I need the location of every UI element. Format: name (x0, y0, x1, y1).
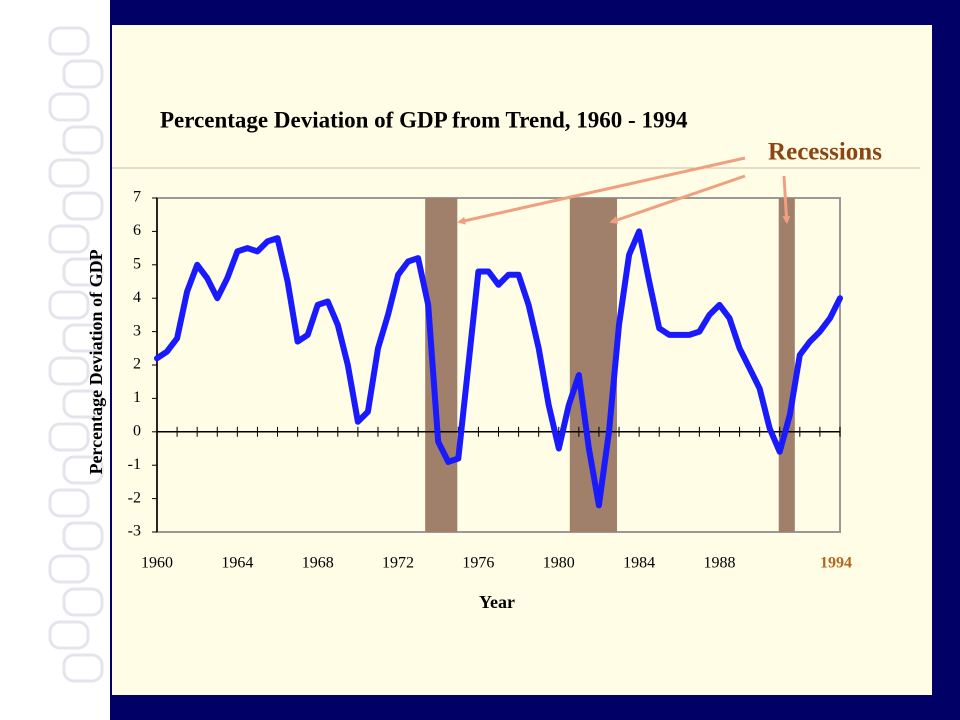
deco-shape (48, 26, 90, 56)
y-tick-label: -2 (128, 489, 141, 506)
deco-shape (48, 488, 90, 518)
y-axis-label: Percentage Deviation of GDP (86, 249, 106, 474)
y-tick-label: 2 (133, 356, 141, 373)
y-tick-label: 5 (133, 255, 141, 272)
annotation: Recessions (768, 139, 882, 166)
deco-shape (62, 323, 104, 353)
deco-shape (62, 191, 104, 221)
y-tick-label: -3 (128, 523, 141, 540)
deco-shape (62, 653, 104, 683)
deco-shape (48, 290, 90, 320)
arrow (782, 175, 791, 224)
slide-panel (112, 25, 932, 695)
y-tick-label: 7 (133, 189, 141, 206)
x-axis-label: Year (479, 592, 515, 612)
decoration (48, 26, 104, 683)
deco-shape (48, 224, 90, 254)
deco-shape (62, 125, 104, 155)
y-tick-label: -1 (128, 456, 141, 473)
y-tick-label: 3 (133, 322, 141, 339)
x-tick-label: 1960 (141, 555, 173, 572)
x-tick-label: 1972 (382, 555, 414, 572)
deco-shape (62, 587, 104, 617)
deco-shape (48, 158, 90, 188)
recession-band (778, 198, 795, 532)
deco-shape (48, 554, 90, 584)
arrow (457, 156, 746, 225)
deco-shape (48, 92, 90, 122)
gdp-line (154, 228, 843, 509)
y-tick-label: 6 (133, 222, 141, 239)
deco-shape (62, 257, 104, 287)
x-tick-label: 1976 (462, 555, 494, 572)
deco-shape (62, 455, 104, 485)
y-tick-label: 1 (133, 389, 141, 406)
x-tick-label: 1994 (820, 555, 852, 572)
deco-shape (62, 389, 104, 419)
x-tick-label: 1964 (221, 555, 253, 572)
y-tick-label: 0 (133, 422, 141, 439)
chart-title: Percentage Deviation of GDP from Trend, … (160, 107, 688, 132)
x-tick-label: 1988 (703, 555, 735, 572)
x-tick-label: 1984 (623, 555, 655, 572)
deco-shape (62, 521, 104, 551)
arrow (609, 174, 746, 224)
x-tick-label: 1980 (543, 555, 575, 572)
deco-shape (48, 356, 90, 386)
y-tick-label: 4 (133, 289, 141, 306)
x-tick-label: 1968 (302, 555, 334, 572)
deco-shape (62, 59, 104, 89)
deco-shape (48, 422, 90, 452)
deco-shape (48, 620, 90, 650)
